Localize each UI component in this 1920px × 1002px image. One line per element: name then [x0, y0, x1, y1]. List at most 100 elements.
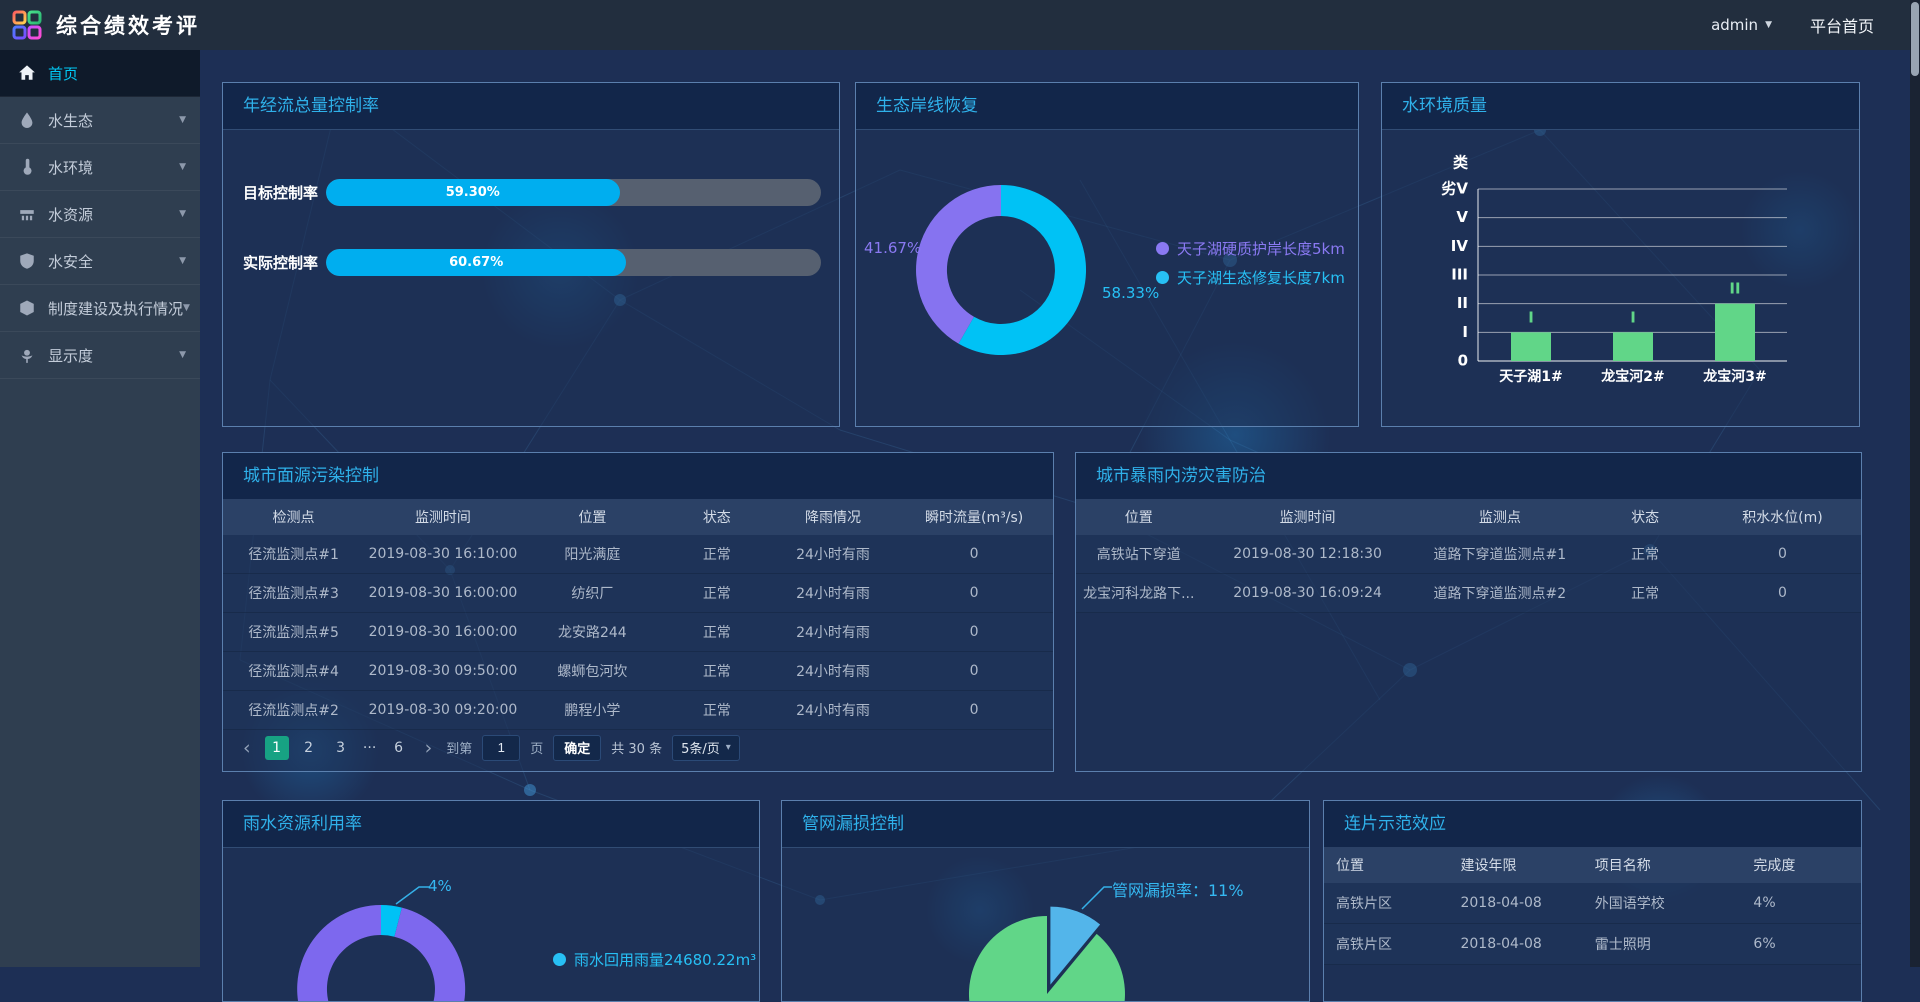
panel-title: 管网漏损控制	[782, 801, 1309, 848]
svg-text:0: 0	[1458, 352, 1468, 370]
svg-text:I: I	[1462, 323, 1468, 341]
user-menu[interactable]: admin ▼	[1711, 16, 1772, 34]
progress-track: 60.67%	[326, 249, 821, 276]
svg-text:龙宝河2#: 龙宝河2#	[1600, 368, 1664, 385]
table-cell: 0	[969, 702, 979, 718]
svg-text:劣V: 劣V	[1441, 180, 1468, 198]
progress-label: 目标控制率	[243, 184, 319, 202]
table-cell: 2019-08-30 09:20:00	[368, 702, 518, 718]
table-header-cell: 降雨情况	[805, 510, 862, 526]
pagination-next-icon[interactable]: ›	[424, 736, 433, 759]
page-size-select[interactable]: 5条/页 ▾	[672, 734, 740, 761]
panel-demonstration-effect: 连片示范效应 位置 建设年限 项目名称 完成度 高铁片区 2018-04-08 外国语学校 4…	[1323, 800, 1862, 1002]
pagination-page-2[interactable]: 2	[304, 739, 314, 756]
sidebar-item-label: 水环境	[48, 158, 94, 177]
table-row: 径流监测点#4 2019-08-30 09:50:00 螺蛳包河坎 正常 24小时有雨 0	[223, 652, 1053, 691]
pipe-leakage-pie-chart	[968, 886, 1125, 1001]
progress-fill: 60.67%	[326, 249, 627, 276]
table-cell: 径流监测点#3	[248, 586, 339, 602]
panel-pollution-control: 城市面源污染控制 检测点 监测时间 位置 状态 降雨情况 瞬时流量(m³/s) 径流监测点#…	[222, 452, 1054, 772]
panel-flood-prevention: 城市暴雨内涝灾害防治 位置 监测时间 监测点 状态 积水水位(m) 高铁站下穿道 2019-…	[1075, 452, 1862, 772]
water-drop-icon	[18, 111, 36, 129]
pagination-total: 共 30 条	[611, 742, 663, 757]
table-row: 径流监测点#1 2019-08-30 16:10:00 阳光满庭 正常 24小时有雨 0	[223, 535, 1053, 574]
page-size-value: 5条/页	[681, 742, 720, 757]
progress-value: 60.67%	[449, 255, 504, 270]
scrollbar-thumb[interactable]	[1911, 2, 1919, 76]
table-cell: 24小时有雨	[796, 664, 870, 680]
pie-callout-label: 管网漏损率：11%	[1112, 881, 1244, 900]
table-cell: 正常	[702, 703, 731, 719]
table-header-row: 位置 监测时间 监测点 状态 积水水位(m)	[1076, 499, 1861, 535]
svg-text:V: V	[1456, 208, 1468, 226]
sidebar-item-water-safety[interactable]: 水安全 ▼	[0, 238, 200, 285]
rainwater-donut-chart	[297, 886, 466, 1001]
sidebar-item-water-ecology[interactable]: 水生态 ▼	[0, 97, 200, 144]
table-cell: 径流监测点#2	[248, 703, 339, 719]
table-cell: 径流监测点#5	[248, 625, 339, 641]
platform-home-link[interactable]: 平台首页	[1809, 17, 1874, 36]
table-header-cell: 完成度	[1753, 858, 1796, 874]
svg-text:III: III	[1451, 266, 1468, 284]
table-header-cell: 检测点	[272, 510, 315, 526]
pagination-page-unit: 页	[530, 742, 544, 757]
pagination-ellipsis: ...	[362, 735, 377, 752]
table-header-cell: 项目名称	[1594, 858, 1651, 874]
table-row: 高铁片区 2018-04-08 雷士照明 6%	[1324, 924, 1861, 965]
chevron-down-icon: ▼	[179, 162, 186, 172]
panel-title: 水环境质量	[1382, 83, 1859, 130]
table-cell: 鹏程小学	[564, 703, 621, 719]
panel-water-quality: 水环境质量 0 I II III IV V 劣V 类 I 天子湖1# I 龙宝河2# II 龙宝河3#	[1381, 82, 1860, 427]
table-header-cell: 状态	[702, 510, 731, 526]
pagination-goto-input[interactable]	[482, 734, 521, 761]
pagination-page-3[interactable]: 3	[336, 739, 346, 756]
table-cell: 0	[969, 585, 979, 601]
table-cell: 0	[1778, 585, 1787, 601]
table-cell: 高铁站下穿道	[1096, 547, 1181, 563]
pagination-page-1[interactable]: 1	[264, 735, 289, 760]
table-cell: 雷士照明	[1594, 937, 1651, 953]
shoreline-legend-item[interactable]: 天子湖生态修复长度7km	[1156, 267, 1345, 287]
table-header-row: 位置 建设年限 项目名称 完成度	[1324, 847, 1861, 883]
rainwater-legend-item[interactable]: 雨水回用雨量24680.22m³	[553, 949, 756, 969]
flower-icon	[18, 346, 36, 364]
faucet-icon	[18, 205, 36, 223]
table-cell: 正常	[1631, 586, 1660, 602]
sidebar-item-water-environment[interactable]: 水环境 ▼	[0, 144, 200, 191]
sidebar-item-water-resources[interactable]: 水资源 ▼	[0, 191, 200, 238]
sidebar-item-institution-building[interactable]: 制度建设及执行情况 ▼	[0, 285, 200, 332]
chevron-down-icon: ▼	[179, 350, 186, 360]
donut-callout-label: 4%	[428, 877, 452, 895]
table-cell: 24小时有雨	[796, 547, 870, 563]
table-cell: 正常	[702, 664, 731, 680]
table-cell: 龙安路244	[557, 625, 627, 641]
pagination-prev-icon[interactable]: ‹	[243, 736, 251, 759]
shoreline-legend-item[interactable]: 天子湖硬质护岸长度5km	[1156, 238, 1345, 258]
vertical-scrollbar	[1910, 0, 1920, 967]
svg-text:龙宝河3#: 龙宝河3#	[1702, 368, 1766, 385]
table-row: 高铁片区 2018-04-08 外国语学校 4%	[1324, 883, 1861, 924]
flood-table: 位置 监测时间 监测点 状态 积水水位(m) 高铁站下穿道 2019-08-30 12:18…	[1076, 499, 1861, 613]
sidebar-item-visibility[interactable]: 显示度 ▼	[0, 332, 200, 379]
chevron-down-icon: ▼	[1765, 20, 1772, 30]
donut-slice-label: 58.33%	[1102, 284, 1160, 302]
pagination-confirm-button[interactable]: 确定	[553, 734, 602, 761]
home-icon	[18, 64, 36, 82]
table-cell: 纺织厂	[571, 586, 614, 602]
legend-label: 天子湖硬质护岸长度5km	[1177, 239, 1345, 258]
table-row: 龙宝河科龙路下... 2019-08-30 16:09:24 道路下穿道监测点#2 正…	[1076, 574, 1861, 613]
table-row: 径流监测点#2 2019-08-30 09:20:00 鹏程小学 正常 24小时有雨 0	[223, 691, 1053, 730]
table-row: 高铁站下穿道 2019-08-30 12:18:30 道路下穿道监测点#1 正常 0	[1076, 535, 1861, 574]
legend-label: 天子湖生态修复长度7km	[1177, 268, 1345, 287]
cube-icon	[18, 299, 36, 317]
table-header-cell: 状态	[1631, 510, 1660, 526]
app-logo-icon	[12, 10, 42, 40]
shoreline-donut-chart	[916, 185, 1087, 355]
sidebar-item-home[interactable]: 首页	[0, 50, 200, 97]
chart-legend: 天子湖硬质护岸长度5km 天子湖生态修复长度7km	[1156, 238, 1345, 287]
sidebar-item-label: 首页	[48, 64, 79, 83]
pagination-page-6[interactable]: 6	[394, 739, 404, 756]
pollution-table: 检测点 监测时间 位置 状态 降雨情况 瞬时流量(m³/s) 径流监测点#1 2019-08-…	[223, 499, 1053, 730]
table-cell: 正常	[702, 547, 731, 563]
